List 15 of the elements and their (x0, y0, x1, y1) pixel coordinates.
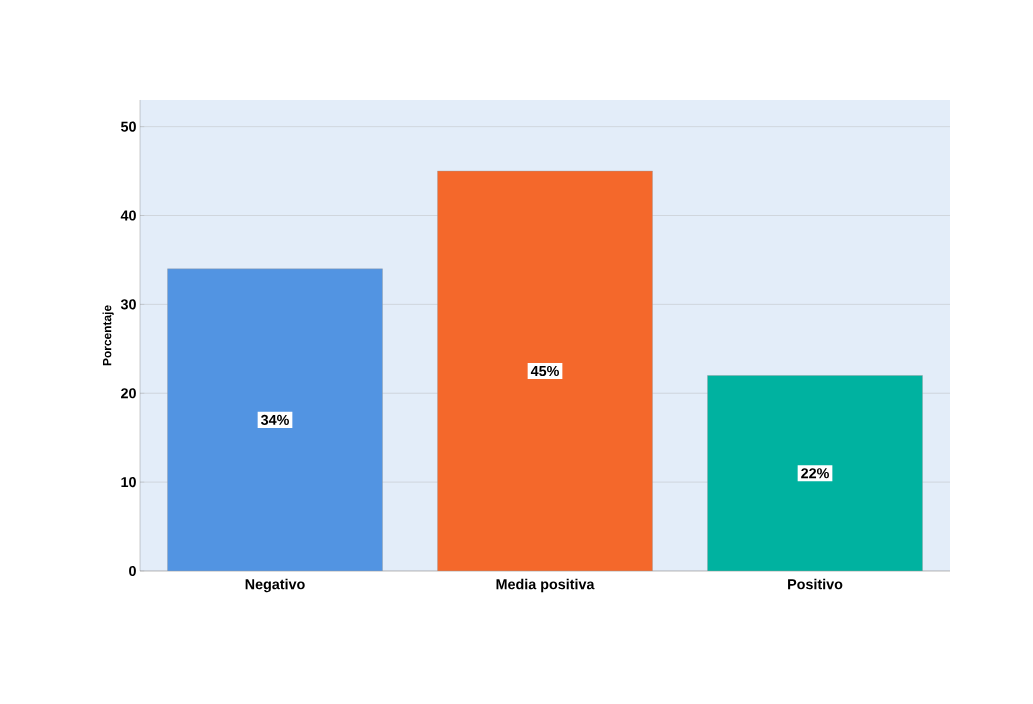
y-tick-label: 50 (120, 121, 136, 132)
x-tick-label: Negativo (245, 578, 305, 593)
y-tick-label: 10 (121, 477, 136, 488)
bar (707, 375, 923, 571)
x-tick-label: Media positiva (496, 578, 595, 593)
y-axis-title: Porcentaje (102, 305, 114, 366)
y-tick-label: 30 (120, 299, 136, 310)
y-tick-label: 40 (120, 210, 136, 221)
y-tick-label: 0 (129, 565, 136, 577)
data-label: 45% (530, 365, 559, 377)
x-tick-label: Positivo (788, 578, 843, 590)
data-label: 22% (801, 468, 829, 479)
data-label: 34% (260, 414, 289, 425)
bar (167, 268, 383, 571)
y-tick-label: 20 (121, 388, 136, 399)
